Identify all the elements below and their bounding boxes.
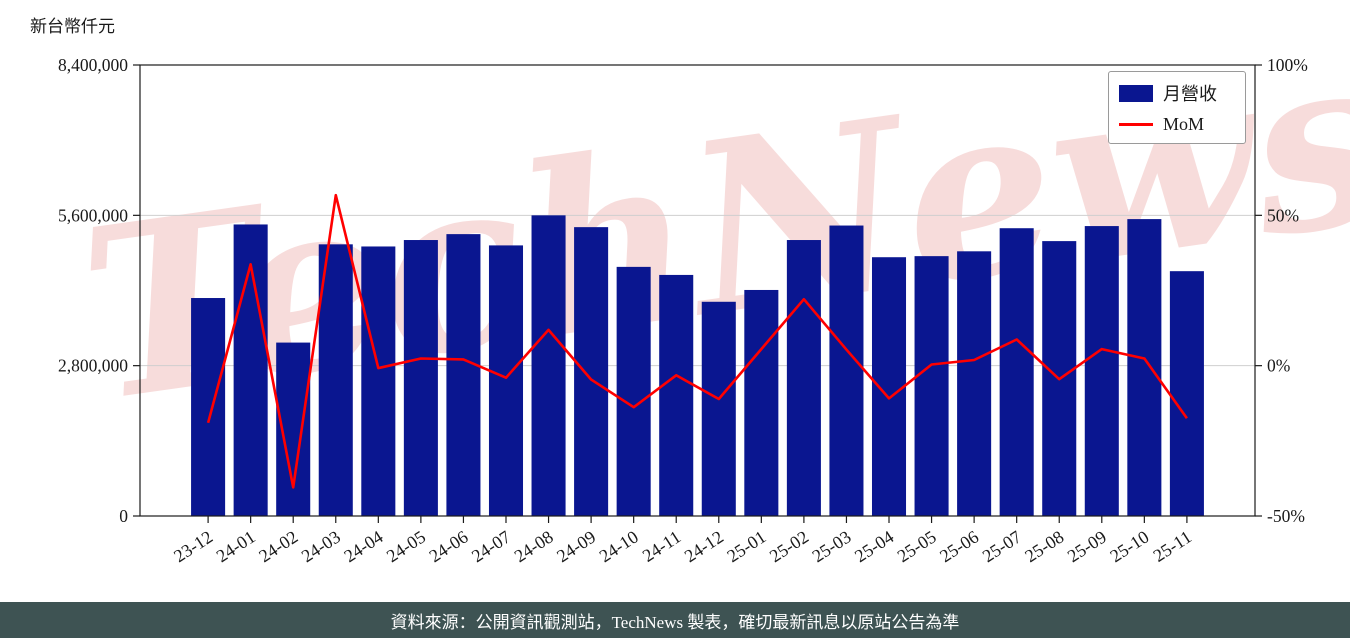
left-tick-label: 2,800,000 — [58, 356, 128, 376]
revenue-bar — [1169, 271, 1204, 516]
x-tick-label: 24-06 — [425, 527, 471, 567]
x-tick-label: 25-02 — [766, 527, 812, 567]
legend-item-mom: MoM — [1119, 114, 1235, 135]
right-tick-label: 0% — [1267, 356, 1290, 376]
right-tick-label: -50% — [1267, 506, 1305, 526]
x-tick-label: 24-08 — [511, 527, 557, 567]
revenue-bar — [403, 240, 438, 516]
x-tick-label: 24-09 — [553, 527, 599, 567]
x-tick-label: 25-05 — [894, 527, 940, 567]
revenue-bar — [191, 298, 226, 516]
mom-line-swatch — [1119, 123, 1153, 126]
revenue-mom-chart: 0 2,800,000 5,600,000 8,400,000 -50% 0% 50% 100… — [58, 55, 1308, 567]
revenue-bar — [659, 274, 694, 516]
x-tick-label: 24-10 — [596, 527, 642, 567]
revenue-bar — [701, 301, 736, 516]
revenue-bar — [957, 251, 992, 516]
source-footer: 資料來源：公開資訊觀測站，TechNews 製表，確切最新訊息以原站公告為準 — [0, 602, 1350, 638]
revenue-bar-swatch — [1119, 84, 1153, 102]
revenue-bar — [786, 240, 821, 516]
revenue-bar — [318, 244, 353, 517]
revenue-bar — [829, 225, 864, 516]
source-footer-text: 資料來源：公開資訊觀測站，TechNews 製表，確切最新訊息以原站公告為準 — [390, 612, 960, 632]
chart-legend: 月營收 MoM — [1108, 71, 1246, 144]
x-tick-label: 25-09 — [1064, 527, 1110, 567]
right-tick-label: 50% — [1267, 205, 1299, 225]
revenue-bar — [914, 256, 949, 516]
plot-frame — [139, 64, 1256, 517]
left-axis-title: 新台幣仟元 — [30, 17, 115, 36]
x-tick-label: 24-05 — [383, 527, 429, 567]
right-tick-label: 100% — [1267, 55, 1308, 75]
x-tick-label: 24-12 — [681, 527, 727, 567]
left-tick-label: 5,600,000 — [58, 205, 128, 225]
revenue-bar — [446, 234, 481, 516]
x-tick-label: 25-04 — [851, 527, 897, 567]
revenue-bar — [233, 224, 268, 517]
mom-line — [206, 193, 1188, 489]
mom-legend-label: MoM — [1163, 114, 1205, 134]
x-tick-label: 25-01 — [723, 527, 769, 567]
revenue-bar — [1084, 226, 1119, 517]
x-tick-label: 24-03 — [298, 527, 344, 567]
x-tick-label: 25-11 — [1150, 527, 1196, 566]
left-tick-label: 8,400,000 — [58, 55, 128, 75]
legend-item-revenue: 月營收 — [1119, 80, 1235, 106]
x-tick-label: 24-01 — [213, 527, 259, 567]
x-tick-label: 24-07 — [468, 527, 514, 567]
left-tick-label: 0 — [119, 506, 128, 526]
revenue-bar — [361, 246, 396, 516]
revenue-bar — [999, 228, 1034, 516]
revenue-bar — [1127, 219, 1162, 516]
x-tick-label: 23-12 — [170, 527, 216, 567]
x-tick-label: 25-07 — [979, 527, 1025, 567]
revenue-bar — [488, 245, 524, 516]
revenue-legend-label: 月營收 — [1163, 84, 1217, 104]
x-tick-label: 25-10 — [1106, 527, 1152, 567]
x-tick-label: 24-04 — [340, 527, 386, 567]
revenue-bar — [531, 215, 566, 517]
x-tick-label: 24-02 — [255, 527, 301, 567]
x-tick-label: 24-11 — [639, 527, 685, 566]
revenue-bar — [574, 227, 609, 516]
x-tick-label: 25-06 — [936, 527, 982, 567]
revenue-bar — [744, 289, 779, 516]
revenue-bar — [616, 266, 651, 516]
x-tick-label: 25-08 — [1021, 527, 1067, 567]
x-tick-label: 25-03 — [809, 527, 855, 567]
